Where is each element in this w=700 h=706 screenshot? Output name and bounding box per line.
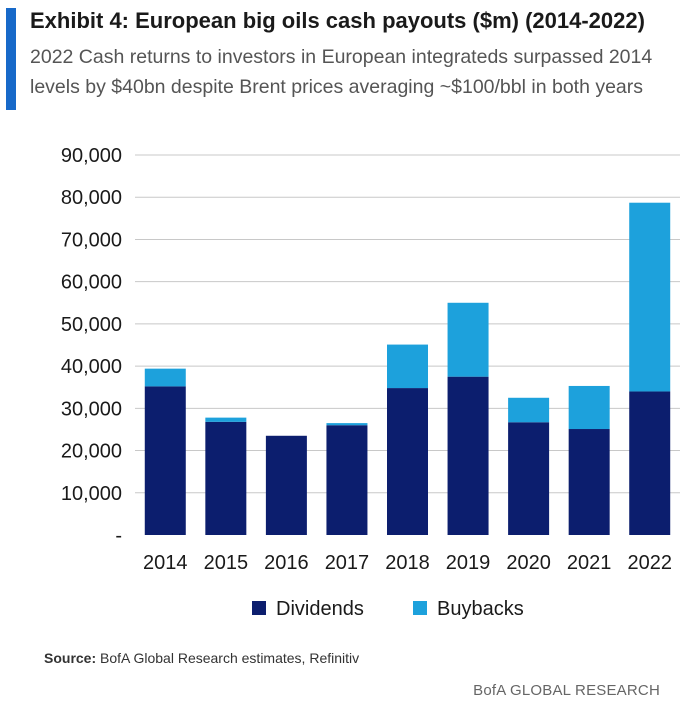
brand-footer: BofA GLOBAL RESEARCH (473, 682, 660, 699)
y-tick-label: 10,000 (61, 483, 122, 505)
chart-area: - 10,000 20,000 30,000 40,000 50,000 60,000 70,… (61, 145, 680, 620)
legend-label-dividends: Dividends (276, 598, 364, 620)
bar-buybacks (144, 368, 186, 387)
title-accent-bar (6, 8, 16, 110)
y-tick-label: 70,000 (61, 229, 122, 251)
x-tick-label: 2020 (506, 552, 551, 574)
bar-dividends (387, 388, 428, 535)
x-tick-label: 2017 (325, 552, 370, 574)
legend-label-buybacks: Buybacks (437, 598, 524, 620)
bar-dividends (144, 386, 186, 535)
y-tick-label: 80,000 (61, 187, 122, 209)
bar-dividends (265, 435, 307, 535)
x-tick-label: 2015 (204, 552, 249, 574)
x-tick-label: 2022 (627, 552, 672, 574)
source-label: Source: (44, 650, 97, 666)
source-text: BofA Global Research estimates, Refiniti… (100, 650, 360, 666)
legend-swatch-buybacks (413, 601, 427, 615)
bar-dividends (447, 376, 489, 535)
y-tick-label: 60,000 (61, 272, 122, 294)
bar-dividends (326, 425, 368, 535)
bar-dividends (629, 391, 671, 535)
legend-swatch-dividends (252, 601, 266, 615)
bar-dividends (508, 422, 550, 535)
bar-buybacks (508, 397, 550, 423)
y-tick-label: - (115, 525, 122, 547)
y-tick-label: 90,000 (61, 145, 122, 167)
bar-buybacks (387, 344, 428, 389)
bar-buybacks (326, 423, 368, 426)
bar-buybacks (629, 202, 671, 392)
x-tick-label: 2016 (264, 552, 309, 574)
bar-buybacks (568, 385, 610, 430)
y-tick-label: 20,000 (61, 441, 122, 463)
y-tick-label: 50,000 (61, 314, 122, 336)
y-tick-label: 40,000 (61, 356, 122, 378)
x-tick-label: 2014 (143, 552, 188, 574)
bar-dividends (205, 421, 247, 535)
x-tick-label: 2018 (385, 552, 430, 574)
x-tick-label: 2019 (446, 552, 491, 574)
chart-title: Exhibit 4: European big oils cash payout… (30, 8, 645, 33)
x-tick-label: 2021 (567, 552, 612, 574)
bar-buybacks (205, 417, 247, 422)
bar-dividends (568, 429, 610, 535)
source-note: Source: BofA Global Research estimates, … (44, 650, 359, 666)
y-tick-label: 30,000 (61, 398, 122, 420)
chart-subtitle: 2022 Cash returns to investors in Europe… (30, 46, 653, 98)
bar-buybacks (447, 302, 489, 377)
